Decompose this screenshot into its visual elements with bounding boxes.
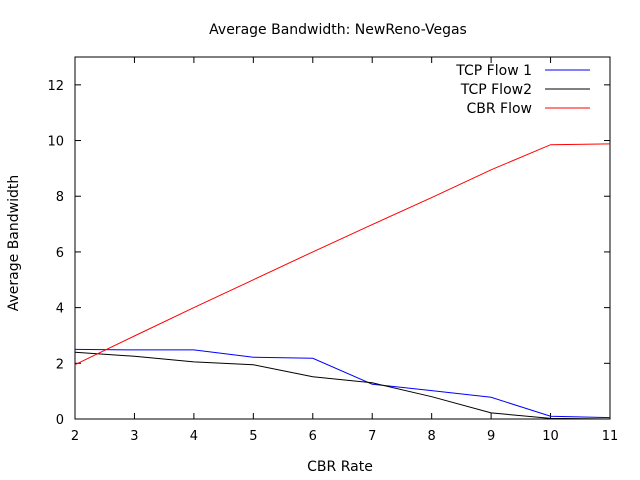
x-tick-label: 10: [542, 429, 559, 444]
chart-title: Average Bandwidth: NewReno-Vegas: [209, 22, 467, 38]
y-tick-label: 2: [56, 357, 64, 372]
x-tick-label: 3: [130, 429, 138, 444]
x-tick-label: 2: [71, 429, 79, 444]
legend-label-1: TCP Flow 1: [455, 63, 532, 79]
x-tick-label: 4: [190, 429, 198, 444]
x-tick-label: 6: [309, 429, 317, 444]
x-tick-label: 8: [428, 429, 436, 444]
x-tick-label: 11: [602, 429, 619, 444]
y-axis-label: Average Bandwidth: [6, 175, 22, 311]
legend: TCP Flow 1 TCP Flow2 CBR Flow: [455, 63, 590, 117]
series-line-2: [74, 351, 611, 420]
x-tick-label: 5: [249, 429, 257, 444]
y-tick-label: 12: [47, 79, 64, 94]
series-line-1: [74, 348, 611, 419]
x-tick-label: 7: [368, 429, 376, 444]
y-tick-label: 8: [56, 190, 64, 205]
y-tick-label: 10: [47, 135, 64, 150]
x-tick-label: 9: [487, 429, 495, 444]
legend-label-2: TCP Flow2: [460, 82, 532, 98]
y-tick-label: 6: [56, 246, 64, 261]
series-lines: [74, 143, 611, 420]
x-axis-label: CBR Rate: [307, 459, 373, 475]
legend-label-3: CBR Flow: [466, 101, 532, 117]
plot-frame: [74, 56, 611, 420]
y-tick-label: 0: [56, 413, 64, 428]
y-tick-label: 4: [56, 302, 64, 317]
series-line-3: [74, 143, 611, 366]
